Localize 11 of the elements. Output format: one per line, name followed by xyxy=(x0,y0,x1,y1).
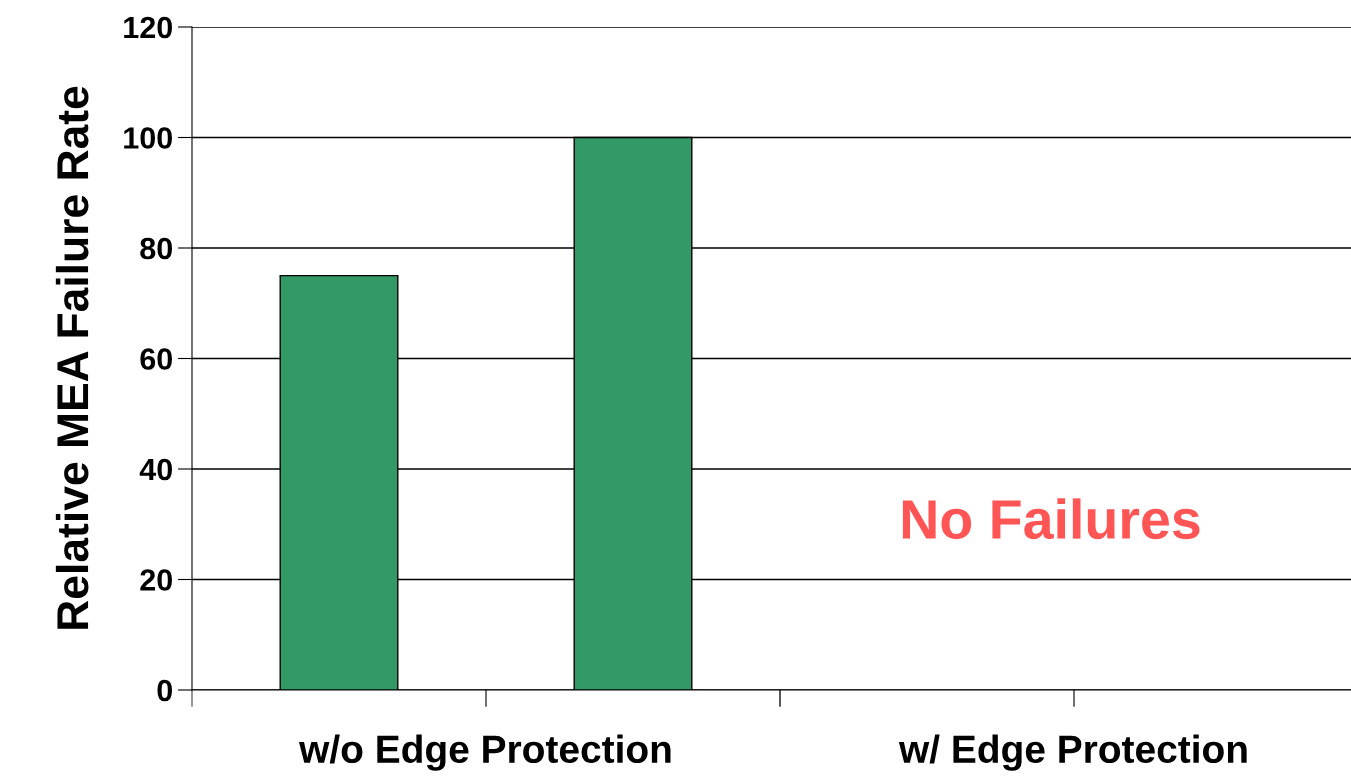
annotation: No Failures xyxy=(902,498,1200,540)
y-axis-title: Relative MEA Failure Rate xyxy=(55,86,89,629)
y-tick-label: 80 xyxy=(140,237,172,260)
x-tick-label: w/o Edge Protection xyxy=(299,734,671,771)
y-tick-label: 0 xyxy=(157,679,172,702)
y-tick-label: 60 xyxy=(140,348,172,370)
x-tick-label: w/ Edge Protection xyxy=(898,734,1247,771)
y-tick-label: 100 xyxy=(124,127,172,149)
y-tick-label: 40 xyxy=(139,458,172,481)
y-tick-label: 120 xyxy=(124,16,172,39)
y-tick-label: 20 xyxy=(140,569,172,591)
